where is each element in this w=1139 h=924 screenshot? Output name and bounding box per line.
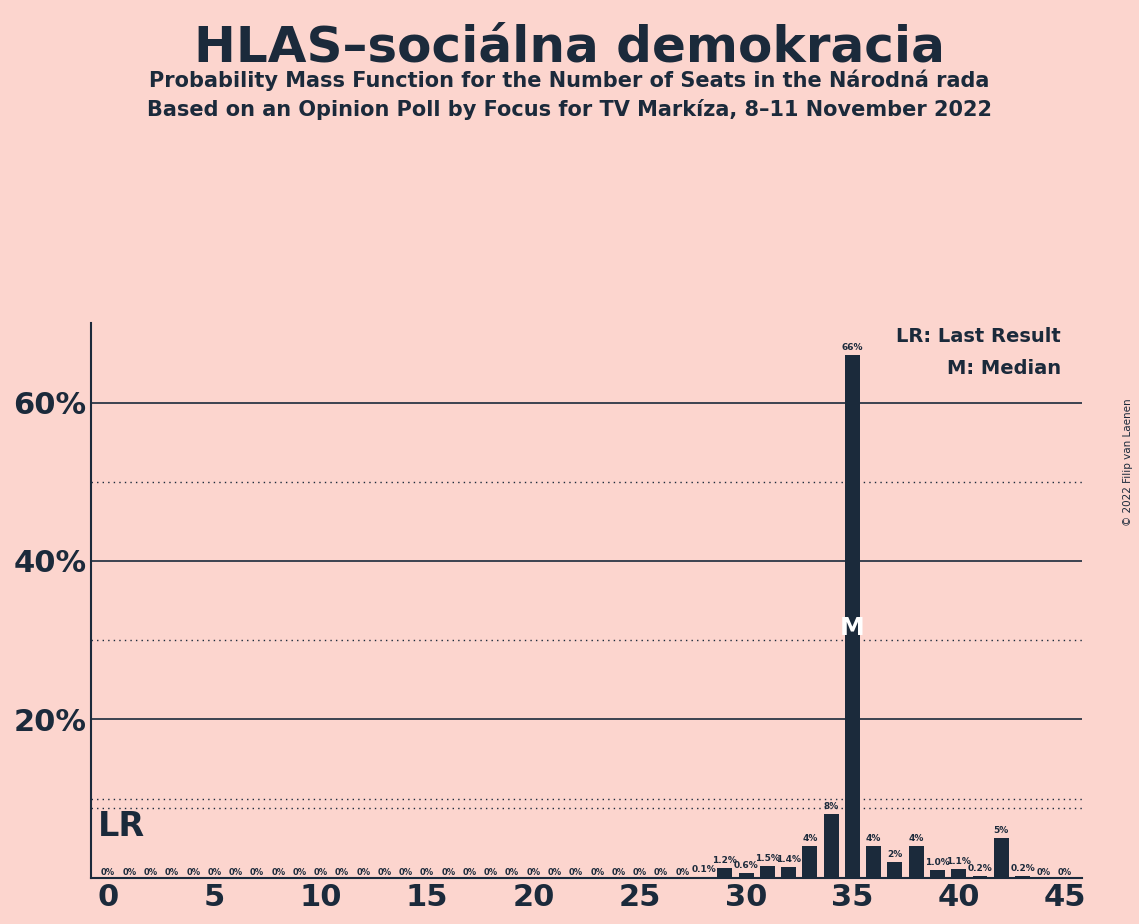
Text: © 2022 Filip van Laenen: © 2022 Filip van Laenen <box>1123 398 1133 526</box>
Bar <box>845 355 860 878</box>
Bar <box>931 869 945 878</box>
Text: Based on an Opinion Poll by Focus for TV Markíza, 8–11 November 2022: Based on an Opinion Poll by Focus for TV… <box>147 99 992 120</box>
Text: 0%: 0% <box>229 868 243 877</box>
Bar <box>994 838 1009 878</box>
Bar <box>760 866 775 878</box>
Text: 0.2%: 0.2% <box>968 864 992 873</box>
Text: 5%: 5% <box>993 826 1009 835</box>
Bar <box>973 876 988 878</box>
Text: M: M <box>841 616 865 640</box>
Text: 0%: 0% <box>186 868 200 877</box>
Text: 0%: 0% <box>101 868 115 877</box>
Bar <box>909 846 924 878</box>
Text: 4%: 4% <box>802 834 818 843</box>
Text: M: Median: M: Median <box>947 359 1060 378</box>
Text: 0%: 0% <box>335 868 350 877</box>
Text: 0%: 0% <box>377 868 392 877</box>
Bar <box>781 867 796 878</box>
Text: 0%: 0% <box>313 868 328 877</box>
Text: 0%: 0% <box>526 868 541 877</box>
Text: 1.4%: 1.4% <box>776 855 801 864</box>
Text: 0%: 0% <box>590 868 605 877</box>
Text: 0%: 0% <box>612 868 625 877</box>
Text: 0%: 0% <box>249 868 264 877</box>
Text: 0%: 0% <box>632 868 647 877</box>
Bar <box>887 862 902 878</box>
Text: 0%: 0% <box>357 868 370 877</box>
Text: 0%: 0% <box>505 868 519 877</box>
Text: 8%: 8% <box>823 802 838 811</box>
Text: 0%: 0% <box>548 868 562 877</box>
Text: 0%: 0% <box>207 868 221 877</box>
Text: 66%: 66% <box>842 343 863 352</box>
Text: 0.2%: 0.2% <box>1010 864 1035 873</box>
Text: 0%: 0% <box>399 868 413 877</box>
Text: 0%: 0% <box>1058 868 1072 877</box>
Text: 2%: 2% <box>887 850 902 858</box>
Text: 0%: 0% <box>654 868 669 877</box>
Text: 0%: 0% <box>441 868 456 877</box>
Text: 0%: 0% <box>165 868 179 877</box>
Text: 1.1%: 1.1% <box>947 857 972 866</box>
Text: 0%: 0% <box>271 868 285 877</box>
Text: 0.1%: 0.1% <box>691 865 716 874</box>
Bar <box>867 846 882 878</box>
Text: 1.2%: 1.2% <box>712 857 737 865</box>
Bar <box>802 846 818 878</box>
Bar <box>951 869 966 878</box>
Text: 0%: 0% <box>122 868 137 877</box>
Text: 1.0%: 1.0% <box>925 857 950 867</box>
Bar <box>738 873 754 878</box>
Text: LR: LR <box>98 809 145 843</box>
Text: 0%: 0% <box>144 868 157 877</box>
Text: 0%: 0% <box>484 868 498 877</box>
Text: 0%: 0% <box>568 868 583 877</box>
Text: Probability Mass Function for the Number of Seats in the Národná rada: Probability Mass Function for the Number… <box>149 69 990 91</box>
Text: 0%: 0% <box>293 868 306 877</box>
Bar <box>1015 876 1030 878</box>
Text: 0%: 0% <box>462 868 477 877</box>
Text: 0.6%: 0.6% <box>734 861 759 869</box>
Text: 0%: 0% <box>1036 868 1051 877</box>
Bar <box>718 869 732 878</box>
Text: 1.5%: 1.5% <box>755 854 780 863</box>
Text: HLAS–sociálna demokracia: HLAS–sociálna demokracia <box>194 23 945 71</box>
Text: 0%: 0% <box>675 868 689 877</box>
Text: LR: Last Result: LR: Last Result <box>896 327 1060 346</box>
Text: 0%: 0% <box>420 868 434 877</box>
Text: 4%: 4% <box>909 834 924 843</box>
Text: 4%: 4% <box>866 834 882 843</box>
Bar <box>823 814 838 878</box>
